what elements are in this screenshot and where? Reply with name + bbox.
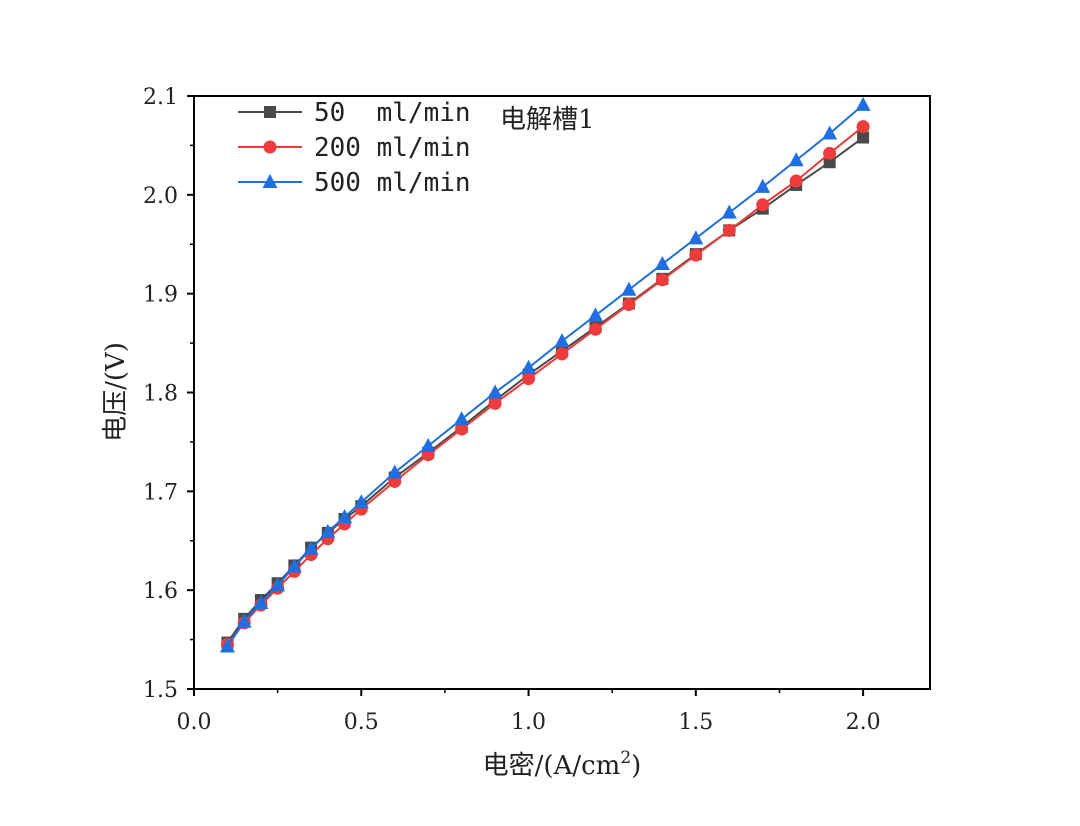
x-tick-label: 1.0 xyxy=(511,710,546,735)
data-point xyxy=(303,540,319,555)
data-point xyxy=(455,422,469,436)
data-point xyxy=(236,613,252,628)
x-tick-label: 1.5 xyxy=(678,710,713,735)
data-point xyxy=(688,230,704,245)
y-tick-label: 1.5 xyxy=(143,678,178,703)
x-axis-title-main: 电密/(A/cm xyxy=(483,751,621,781)
data-point xyxy=(855,96,871,111)
legend-label: 200 ml/min xyxy=(314,133,471,163)
legend-marker xyxy=(263,140,277,154)
y-axis-title: 电压/(V) xyxy=(101,342,131,442)
data-point xyxy=(689,248,703,262)
data-point xyxy=(454,411,470,426)
x-axis-title-suffix: ) xyxy=(631,751,641,781)
data-point xyxy=(253,595,269,610)
data-point xyxy=(487,384,503,399)
data-point xyxy=(788,152,804,167)
data-point xyxy=(387,464,403,479)
data-point xyxy=(219,638,235,653)
data-point xyxy=(353,494,369,509)
data-point xyxy=(588,322,602,336)
series-layer xyxy=(219,96,871,653)
data-point xyxy=(488,396,502,410)
data-point xyxy=(522,372,536,386)
y-tick-label: 2.1 xyxy=(143,85,178,110)
data-point xyxy=(721,204,737,219)
series-circle xyxy=(220,120,870,652)
x-tick-label: 0.0 xyxy=(177,710,212,735)
data-point xyxy=(856,120,870,134)
legend-marker xyxy=(262,174,278,188)
data-point xyxy=(655,273,669,287)
data-point xyxy=(554,333,570,348)
data-point xyxy=(521,359,537,374)
x-tick-label: 0.5 xyxy=(344,710,379,735)
x-axis-title: 电密/(A/cm2) xyxy=(483,748,642,781)
legend-marker xyxy=(264,106,276,118)
data-point xyxy=(420,437,436,452)
ticks-layer: 1.5 1.6 1.7 1.8 1.9 2.0 2.1 0.0 0.5 1.0 1.5 2.0 xyxy=(143,85,881,735)
data-point xyxy=(789,174,803,188)
legend-entry: 200 ml/min xyxy=(238,133,471,163)
legend-label: 50 ml/min xyxy=(314,98,471,128)
legend-entry: 500 ml/min xyxy=(238,168,471,198)
y-tick-label: 1.8 xyxy=(143,382,178,407)
x-axis-title-superscript: 2 xyxy=(620,748,631,768)
data-point xyxy=(587,307,603,322)
data-point xyxy=(822,125,838,140)
data-point xyxy=(857,131,870,144)
legend-entry: 50 ml/min xyxy=(238,98,471,128)
chart-annotation: 电解槽1 xyxy=(500,105,595,135)
y-tick-label: 2.0 xyxy=(143,184,178,209)
legend-label: 500 ml/min xyxy=(314,168,471,198)
data-point xyxy=(722,223,736,237)
data-point xyxy=(823,146,837,160)
y-tick-label: 1.9 xyxy=(143,283,178,308)
data-point xyxy=(270,577,286,592)
data-point xyxy=(756,198,770,212)
y-tick-label: 1.6 xyxy=(143,579,178,604)
series-triangle xyxy=(219,96,871,653)
y-tick-label: 1.7 xyxy=(143,480,178,505)
x-tick-label: 2.0 xyxy=(846,710,881,735)
data-point xyxy=(286,558,302,573)
data-point xyxy=(337,509,353,524)
data-point xyxy=(823,156,836,169)
data-point xyxy=(555,347,569,361)
data-point xyxy=(755,178,771,193)
data-point xyxy=(621,281,637,296)
data-point xyxy=(320,523,336,538)
data-point xyxy=(654,256,670,271)
data-point xyxy=(622,298,636,312)
legend: 50 ml/min 200 ml/min 500 ml/min xyxy=(238,98,471,198)
